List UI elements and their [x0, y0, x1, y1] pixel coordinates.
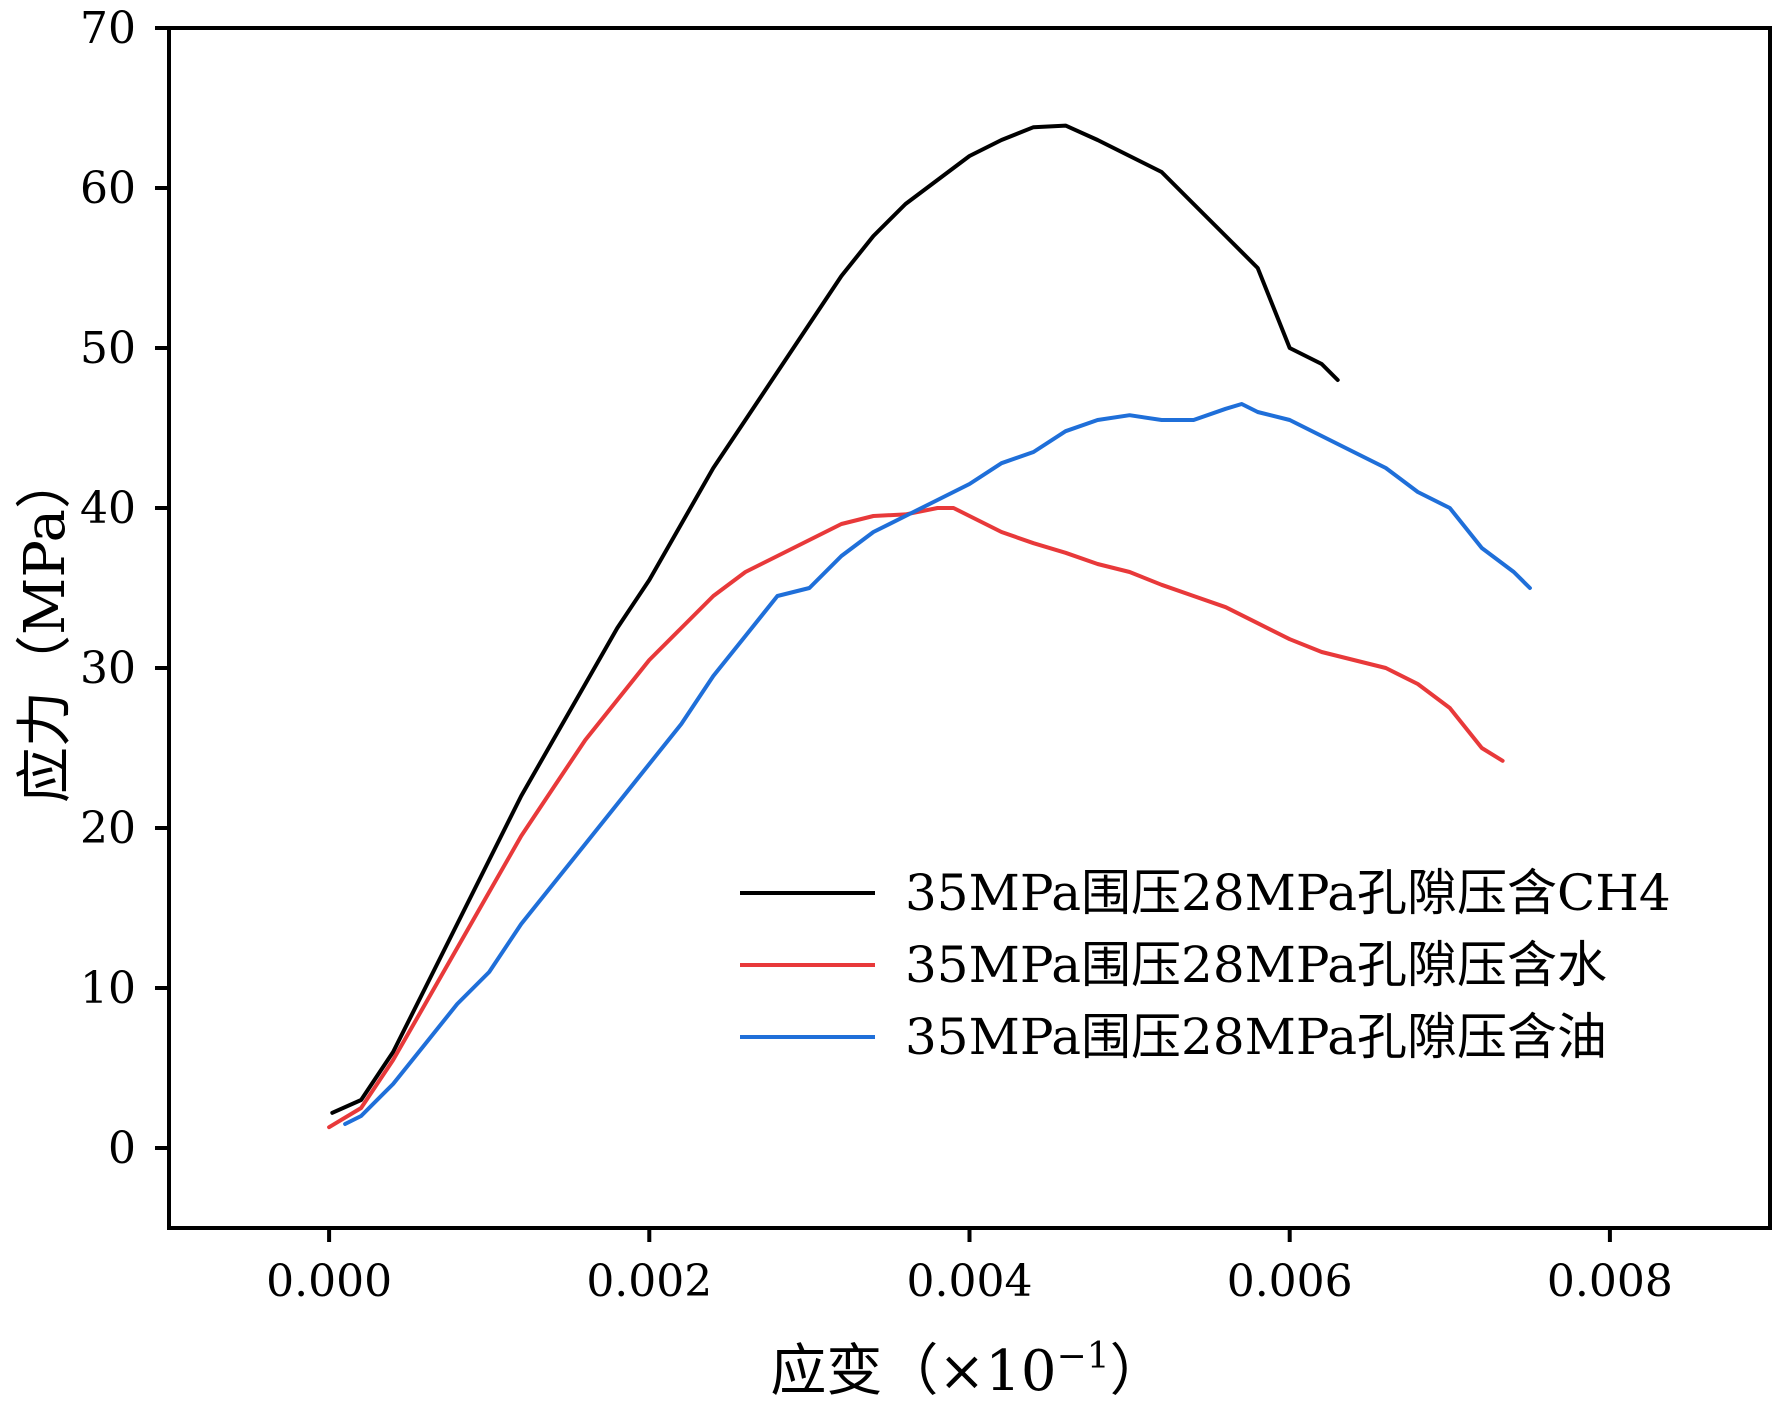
x-tick-label: 0.006	[1227, 1256, 1353, 1307]
legend: 35MPa围压28MPa孔隙压含CH4 35MPa围压28MPa孔隙压含水 35MP…	[740, 864, 1671, 1066]
legend-label-1: 35MPa围压28MPa孔隙压含CH4	[905, 864, 1671, 922]
series-line-2	[327, 506, 1505, 1130]
y-tick-label: 60	[80, 163, 136, 214]
series-line-3	[343, 402, 1532, 1126]
x-tick-label: 0.000	[266, 1256, 392, 1307]
x-axis-title: 应变（×10−1）	[770, 1336, 1165, 1403]
series-curves	[327, 123, 1532, 1130]
x-axis-title-close: ）	[1110, 1339, 1166, 1403]
y-tick-label: 0	[108, 1123, 136, 1174]
x-axis-title-exponent: −1	[1057, 1336, 1110, 1377]
x-tick-label: 0.002	[586, 1256, 712, 1307]
x-tick-label: 0.004	[907, 1256, 1033, 1307]
y-tick-label: 40	[80, 483, 136, 534]
x-axis: 0.000 0.002 0.004 0.006 0.008	[266, 1228, 1673, 1307]
y-tick-label: 10	[80, 963, 136, 1014]
y-tick-label: 20	[80, 803, 136, 854]
y-tick-label: 50	[80, 323, 136, 374]
x-tick-label: 0.008	[1547, 1256, 1673, 1307]
y-tick-label: 30	[80, 643, 136, 694]
y-tick-label: 70	[80, 3, 136, 54]
y-axis: 0 10 20 30 40 50 60 70	[80, 3, 169, 1174]
legend-label-2: 35MPa围压28MPa孔隙压含水	[905, 936, 1607, 994]
legend-label-3: 35MPa围压28MPa孔隙压含油	[905, 1008, 1607, 1066]
y-axis-title: 应力（MPa）	[13, 453, 78, 803]
x-axis-title-main: 应变（×10	[770, 1339, 1056, 1403]
series-line-1	[330, 123, 1340, 1115]
